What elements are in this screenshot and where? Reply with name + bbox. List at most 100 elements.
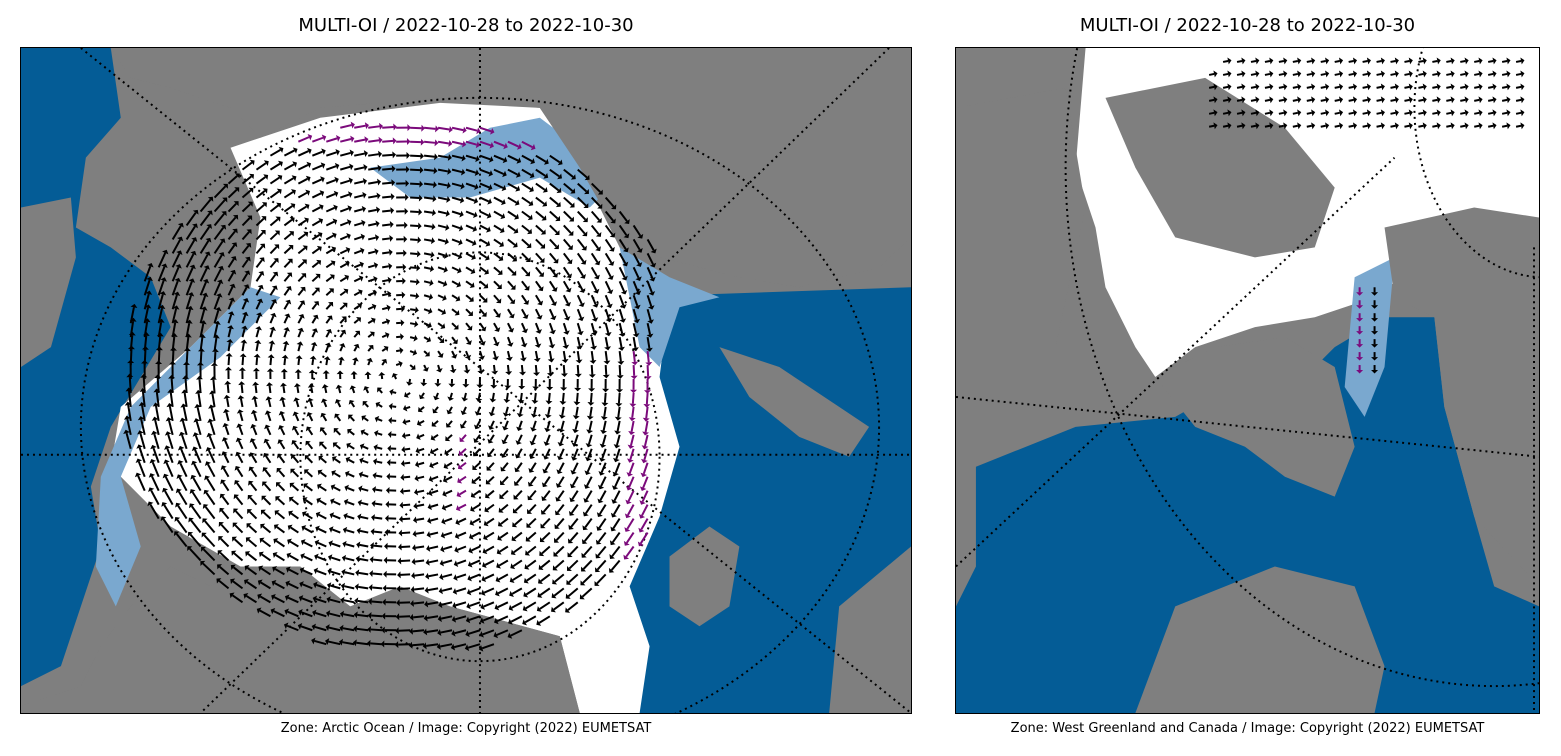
drift-arrow <box>437 266 445 271</box>
drift-arrow-head <box>381 359 388 364</box>
drift-arrow-head <box>422 366 429 372</box>
drift-arrow <box>409 322 416 326</box>
land-svalbard <box>669 526 740 627</box>
drift-arrow-head <box>258 565 264 572</box>
drift-arrow <box>1446 124 1452 128</box>
drift-arrow <box>507 196 517 204</box>
drift-arrow-head <box>444 238 449 245</box>
drift-arrow <box>493 322 499 330</box>
drift-arrow-head <box>420 152 424 160</box>
drift-arrow-head <box>278 425 285 430</box>
drift-arrow <box>328 640 341 646</box>
drift-arrow <box>1460 124 1466 128</box>
drift-arrow <box>486 517 495 525</box>
drift-arrow <box>241 356 245 366</box>
drift-arrow <box>269 301 275 310</box>
drift-arrow-head <box>1380 122 1385 130</box>
drift-arrow-head <box>586 429 593 434</box>
drift-arrow-head <box>268 340 276 345</box>
drift-arrow-head <box>359 247 365 255</box>
drift-arrow <box>1390 59 1396 63</box>
drift-arrow-head <box>472 451 479 457</box>
drift-arrow <box>419 420 425 424</box>
drift-arrow <box>465 224 475 230</box>
drift-arrow <box>582 573 593 584</box>
drift-arrow-head <box>499 493 505 499</box>
drift-arrow <box>274 568 285 576</box>
drift-arrow-head <box>364 136 369 144</box>
drift-arrow <box>183 392 188 408</box>
drift-arrow <box>431 475 439 480</box>
drift-arrow <box>1320 124 1326 128</box>
drift-arrow-head <box>320 398 328 404</box>
drift-arrow <box>457 531 467 537</box>
drift-arrow <box>535 154 547 163</box>
drift-arrow <box>455 587 467 593</box>
drift-arrow <box>166 448 174 464</box>
drift-arrow-head <box>421 124 425 132</box>
drift-arrow <box>320 457 327 464</box>
drift-arrow-head <box>305 175 311 182</box>
drift-arrow <box>599 490 607 501</box>
drift-arrow-head <box>529 172 535 179</box>
drift-arrow-head <box>535 329 542 334</box>
drift-arrow <box>473 489 481 496</box>
drift-arrow <box>221 509 230 520</box>
drift-arrow-head <box>515 171 521 178</box>
drift-arrow <box>1208 98 1215 102</box>
drift-arrow-head <box>526 508 533 514</box>
drift-arrow-head <box>602 374 610 379</box>
drift-arrow-head <box>605 317 613 323</box>
drift-arrow <box>558 462 565 472</box>
drift-arrow <box>465 126 478 132</box>
drift-arrow <box>165 462 174 478</box>
drift-arrow-head <box>347 205 352 212</box>
drift-arrow <box>604 308 610 320</box>
drift-arrow <box>348 444 355 450</box>
drift-arrow <box>1404 59 1410 63</box>
drift-arrow <box>247 553 258 562</box>
drift-arrow-head <box>378 371 386 376</box>
drift-arrow-head <box>481 575 487 582</box>
drift-arrow <box>227 328 232 338</box>
drift-arrow-head <box>639 500 646 505</box>
drift-arrow <box>617 392 621 404</box>
drift-arrow <box>401 545 411 549</box>
drift-arrow-head <box>543 172 549 179</box>
drift-arrow <box>382 279 389 283</box>
drift-arrow-head <box>233 508 239 514</box>
drift-arrow-head <box>609 246 615 252</box>
drift-arrow <box>403 489 411 493</box>
drift-arrow-head <box>471 239 477 247</box>
drift-arrow-head <box>445 422 452 428</box>
drift-arrow <box>185 295 192 310</box>
drift-arrow-head <box>1492 96 1497 104</box>
drift-arrow-head <box>218 536 224 542</box>
drift-arrow <box>521 182 532 191</box>
drift-arrow <box>199 240 210 254</box>
drift-arrow-head <box>262 188 268 194</box>
drift-arrow <box>1501 85 1508 89</box>
drift-arrow-head <box>531 400 539 404</box>
drift-arrow-head <box>302 511 307 518</box>
drift-arrow-head <box>511 256 517 262</box>
drift-arrow-head <box>431 421 437 427</box>
drift-arrow-head <box>600 429 608 435</box>
drift-arrow-head <box>270 607 276 615</box>
drift-arrow <box>372 558 383 562</box>
drift-arrow <box>437 280 445 285</box>
drift-arrow-head <box>472 464 478 471</box>
drift-arrow <box>590 294 597 305</box>
drift-arrow-head <box>291 425 299 431</box>
drift-arrow <box>283 316 289 324</box>
drift-arrow <box>451 126 464 132</box>
drift-arrow <box>331 528 341 534</box>
drift-arrow-head <box>594 567 601 573</box>
drift-arrow-head <box>574 373 582 378</box>
drift-arrow-head <box>1371 370 1379 374</box>
drift-arrow-head <box>540 509 547 515</box>
drift-arrow-head <box>435 125 439 133</box>
drift-arrow-head <box>285 580 291 587</box>
drift-arrow-head <box>340 582 346 590</box>
drift-arrow-head <box>493 341 500 347</box>
